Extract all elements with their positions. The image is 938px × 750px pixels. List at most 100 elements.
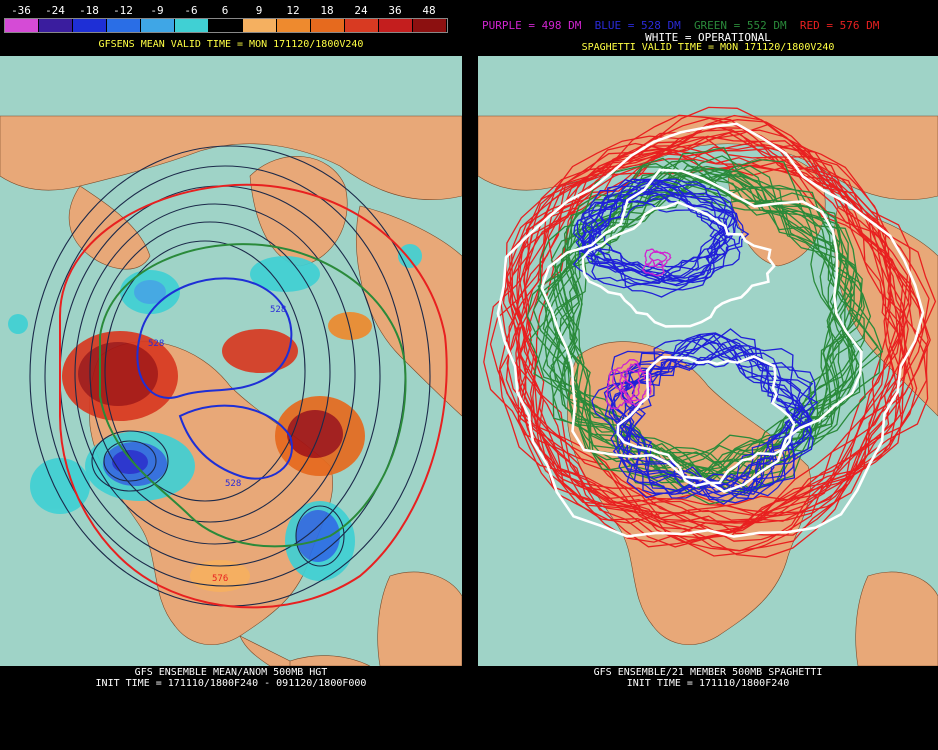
spaghetti-member-contour (588, 184, 729, 273)
legend-swatch (277, 19, 311, 32)
contour-label-3: 528 (225, 479, 241, 489)
positive-anomaly-hudson (222, 329, 298, 373)
spaghetti-member-key: PURPLE = 498 DM BLUE = 528 DM GREEN = 55… (482, 19, 879, 32)
contour-label-4: 576 (212, 574, 228, 584)
positive-anomaly-se (190, 560, 250, 592)
land-asia-north (0, 115, 462, 201)
land-africa (855, 571, 938, 666)
spaghetti-member-contour (591, 334, 802, 500)
mean-footer-line1: GFS ENSEMBLE MEAN/ANOM 500MB HGT (134, 667, 328, 678)
spaghetti-member-contour (529, 143, 907, 557)
anomaly-shading (8, 244, 422, 592)
spaghetti-member-contour (605, 369, 636, 410)
negative-anomaly-gulf-alaska-deep (112, 450, 148, 474)
legend-tick-label: -36 (11, 4, 31, 17)
member-key-green: GREEN = 552 DM (693, 19, 787, 32)
land-south-america (289, 655, 371, 666)
mean-anomaly-map-svg: 528 528 528 576 (0, 115, 462, 666)
spaghetti-member-contour (613, 332, 815, 497)
spaghetti-footer: GFS ENSEMBLE/21 MEMBER 500MB SPAGHETTI I… (478, 667, 938, 689)
contour-528-blue (136, 277, 293, 399)
negative-anomaly-north-atlantic-core (296, 510, 340, 562)
spaghetti-member-contour (509, 124, 911, 519)
legend-swatch (379, 19, 413, 32)
spaghetti-member-contour (592, 178, 737, 279)
legend-tick-label: -24 (45, 4, 65, 17)
contour-576-red (59, 183, 448, 609)
ensemble-mean-panel: -36 -24 -18 -12 -9 -6 6 9 12 18 24 36 48 GFSENS MEAN… (0, 0, 462, 750)
contour-label-1: 528 (270, 305, 286, 315)
spaghetti-member-contour (581, 179, 738, 281)
legend-swatch (141, 19, 175, 32)
spaghetti-member-contour (619, 369, 652, 407)
spaghetti-498-purple (605, 248, 672, 410)
land-central-america (239, 635, 301, 666)
spaghetti-member-contour (542, 166, 884, 491)
spaghetti-member-contour (573, 181, 728, 286)
legend-tick-label: 18 (320, 4, 334, 17)
spaghetti-member-contour (603, 332, 816, 496)
spaghetti-valid-time-title: SPAGHETTI VALID TIME = MON 171120/1800V2… (581, 42, 835, 53)
legend-swatch (107, 19, 141, 32)
spaghetti-panel: PURPLE = 498 DM BLUE = 528 DM GREEN = 55… (478, 0, 938, 750)
spaghetti-map-svg (478, 106, 938, 666)
land-greenland (249, 156, 348, 267)
land-asia-north (478, 115, 938, 201)
spaghetti-member-contour (642, 258, 666, 277)
operational-contour (616, 354, 796, 488)
spaghetti-member-contour (648, 251, 672, 268)
operational-contour (581, 200, 776, 328)
member-key-blue: BLUE = 528 DM (594, 19, 681, 32)
anomaly-color-legend (4, 18, 448, 33)
contour-value-labels: 528 528 528 576 (148, 305, 286, 584)
operational-contour (496, 122, 925, 538)
legend-tick-label: 48 (422, 4, 436, 17)
land-masses (0, 115, 462, 666)
operational-contour (540, 168, 863, 494)
legend-tick-label: 24 (354, 4, 368, 17)
spaghetti-member-contour (515, 147, 906, 532)
legend-swatch (39, 19, 73, 32)
legend-tick-label: -9 (150, 4, 164, 17)
spaghetti-member-contour (612, 359, 641, 399)
spaghetti-footer-line1: GFS ENSEMBLE/21 MEMBER 500MB SPAGHETTI (593, 667, 823, 678)
legend-swatch (311, 19, 345, 32)
legend-tick-label: -12 (113, 4, 133, 17)
land-europe (355, 205, 462, 417)
contour-label-2: 528 (148, 339, 164, 349)
key-contours (59, 183, 448, 609)
legend-tick-label: 12 (286, 4, 300, 17)
legend-swatch (5, 19, 39, 32)
mean-footer: GFS ENSEMBLE MEAN/ANOM 500MB HGT INIT TI… (0, 667, 462, 689)
legend-tick-label: -6 (184, 4, 198, 17)
ensemble-mean-map: 528 528 528 576 (0, 56, 462, 666)
spaghetti-member-contour (589, 189, 745, 287)
legend-tick-label: 9 (255, 4, 263, 17)
negative-anomaly-far-west (30, 458, 90, 514)
spaghetti-member-contour (580, 178, 750, 277)
legend-swatch (73, 19, 107, 32)
legend-swatch (209, 19, 243, 32)
legend-tick-label: 6 (221, 4, 229, 17)
legend-swatch (345, 19, 379, 32)
land-africa (377, 571, 462, 666)
member-key-red: RED = 576 DM (799, 19, 880, 32)
mean-valid-time-title: GFSENS MEAN VALID TIME = MON 171120/1800… (98, 39, 364, 50)
operational-key: WHITE = OPERATIONAL (645, 31, 771, 44)
positive-anomaly-nw (328, 312, 372, 340)
spaghetti-member-contour (576, 183, 729, 283)
legend-tick-label: -18 (79, 4, 99, 17)
spaghetti-member-contour (550, 168, 854, 490)
spaghetti-member-contour (615, 339, 814, 499)
spaghetti-member-contour (606, 332, 809, 491)
spaghetti-footer-line2: INIT TIME = 171110/1800F240 (626, 678, 790, 689)
spaghetti-member-contour (519, 129, 909, 523)
spaghetti-member-contour (505, 106, 930, 536)
spaghetti-member-contour (515, 140, 905, 533)
legend-swatch (413, 19, 447, 32)
mean-footer-line2: INIT TIME = 171110/1800F240 - 091120/180… (95, 678, 367, 689)
member-key-purple: PURPLE = 498 DM (482, 19, 582, 32)
spaghetti-map (478, 56, 938, 666)
anomaly-legend-ticks: -36 -24 -18 -12 -9 -6 6 9 12 18 24 36 48 (0, 4, 462, 18)
contour-528-blue-south (178, 404, 293, 480)
